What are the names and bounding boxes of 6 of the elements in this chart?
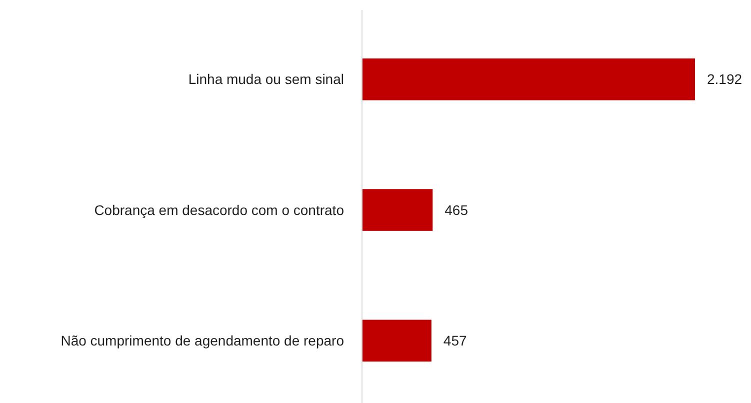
y-tick-label: Cobrança em desacordo com o contrato xyxy=(94,202,344,218)
data-label: 465 xyxy=(444,202,468,218)
y-tick-label: Linha muda ou sem sinal xyxy=(188,71,344,88)
y-tick-label: Não cumprimento de agendamento de reparo xyxy=(60,332,344,349)
data-label: 2.192 xyxy=(707,71,742,88)
data-label: 457 xyxy=(443,332,467,349)
